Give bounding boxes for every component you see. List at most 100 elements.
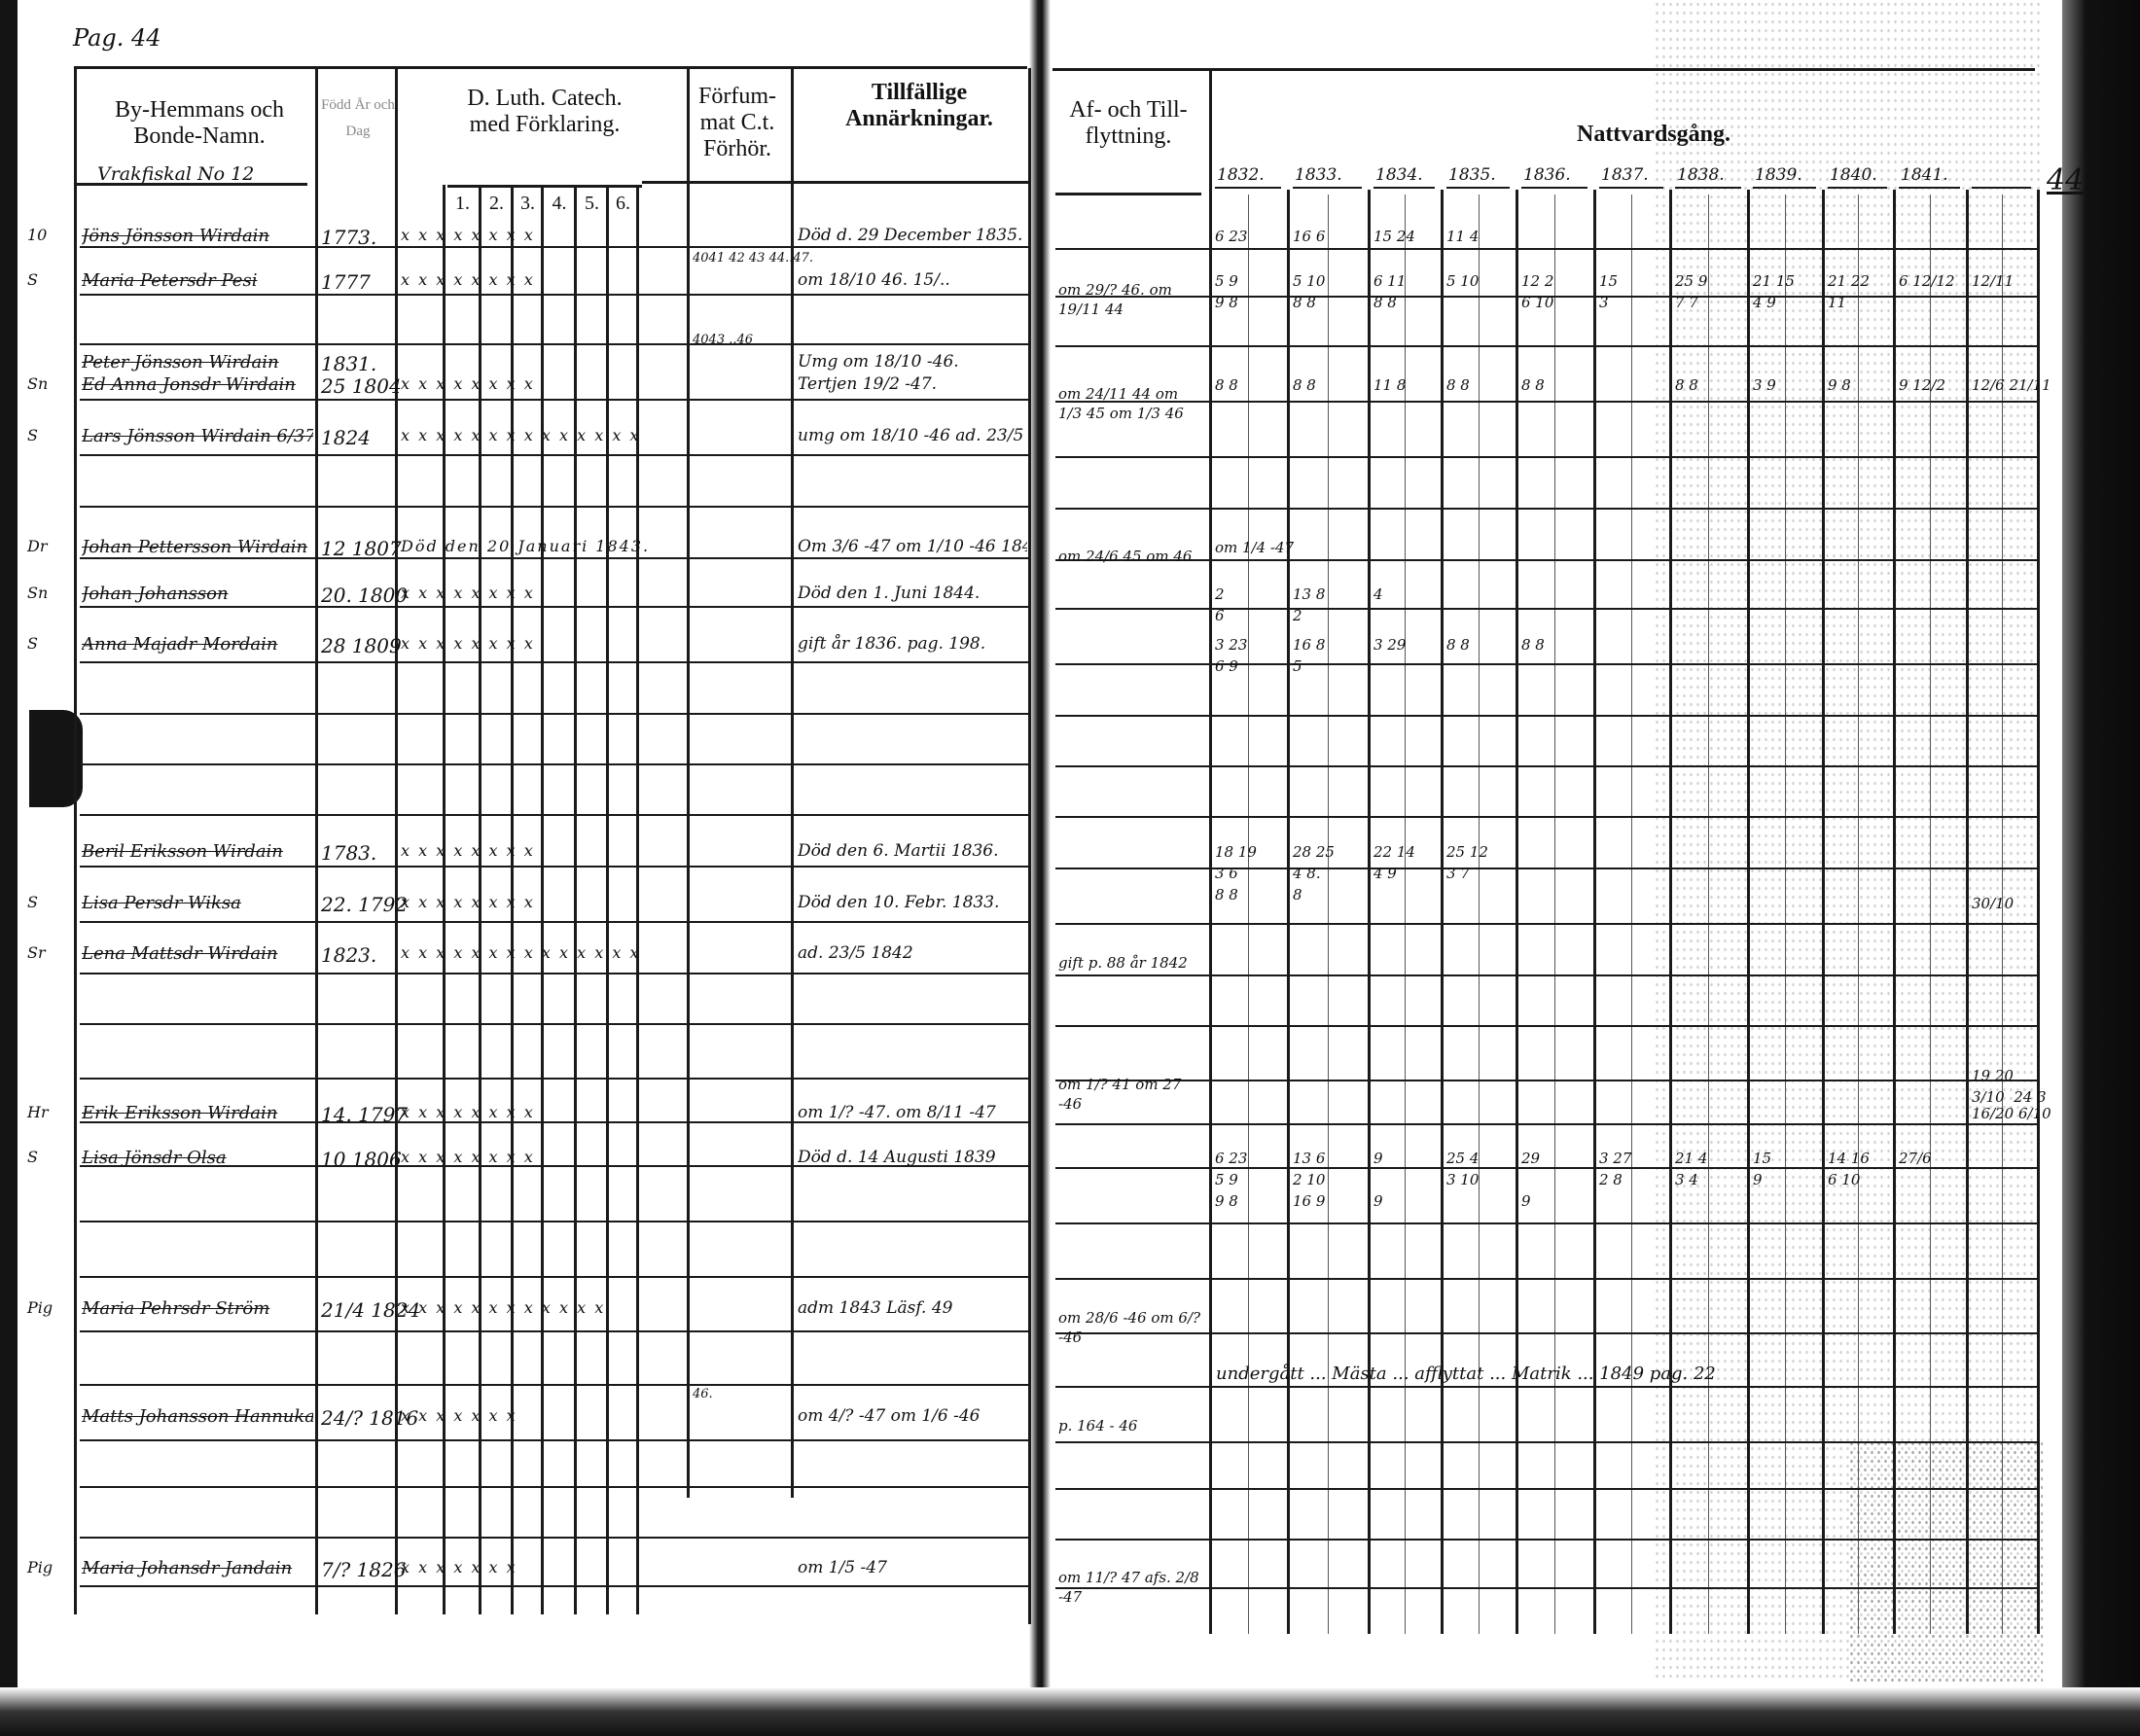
row-marker: S <box>27 893 38 911</box>
column-rule <box>395 68 398 1614</box>
row-marker: Dr <box>27 537 48 555</box>
year-underline <box>1293 187 1362 189</box>
birth-date: 24/? 1816 <box>321 1406 419 1430</box>
section-label: Vrakfiskal No 12 <box>97 163 255 185</box>
row-rule-right <box>1055 1025 2038 1027</box>
row-rule-right <box>1055 1222 2038 1224</box>
row-rule <box>80 1078 1028 1080</box>
row-marker: Hr <box>27 1103 49 1121</box>
row-rule-right <box>1055 1441 2038 1443</box>
year-underline <box>1446 187 1510 189</box>
birth-date: 28 1809 <box>321 634 402 657</box>
row-rule-right <box>1055 608 2038 610</box>
header-moves: Af- och Till-flyttning. <box>1069 97 1188 149</box>
communion-entry: 15 24 <box>1373 228 1415 245</box>
header-top-rule-right <box>1052 68 2035 71</box>
page-number: 44 <box>2047 163 2085 197</box>
communion-entry: 21 4 3 4 <box>1675 1150 1708 1188</box>
row-marker: Sn <box>27 374 49 393</box>
communion-entry: 22 14 4 9 <box>1373 843 1415 882</box>
catechism-part-1: 1. <box>455 193 470 214</box>
communion-entry: 13 6 2 10 16 9 <box>1293 1150 1326 1210</box>
row-rule-right <box>1055 974 2038 976</box>
column-rule <box>1747 190 1750 1634</box>
catechism-part-2: 2. <box>489 193 504 214</box>
remark: gift år 1836. pag. 198. <box>798 634 986 654</box>
row-rule <box>80 454 1028 456</box>
column-rule <box>1593 190 1596 1634</box>
catechism-marks: x x x x x x x x <box>401 841 535 860</box>
row-rule-right <box>1055 1123 2038 1125</box>
communion-entry: om 1/4 -47 <box>1215 539 1295 556</box>
row-rule-right <box>1055 765 2038 767</box>
row-marker: Pig <box>27 1298 54 1317</box>
person-name: Lars Jönsson Wirdain 6/37 <box>82 426 313 446</box>
catechism-marks: x x x x x x x x x x x x <box>401 1298 606 1317</box>
communion-entry: 16 8 5 <box>1293 636 1326 675</box>
communion-entry: 9 8 <box>1828 376 1851 394</box>
column-subrule <box>1631 195 1632 1634</box>
catechism-marks: x x x x x x x x <box>401 584 535 602</box>
catechism-marks: x x x x x x x x <box>401 226 535 244</box>
year-header: 1837. <box>1601 165 1649 185</box>
communion-entry: 5 10 8 8 <box>1293 272 1326 311</box>
column-subrule <box>1858 195 1859 1634</box>
header-examined: Förfum-mat C.t. Förhör. <box>698 84 776 161</box>
communion-entry: 3 23 6 9 <box>1215 636 1248 675</box>
communion-entry: 19 20 3/10 24 3 <box>1972 1067 2047 1106</box>
move-note: p. 164 - 46 <box>1058 1417 1138 1435</box>
communion-entry: 14 16 6 10 <box>1828 1150 1870 1188</box>
communion-entry: 28 25 4 8. 8 <box>1293 843 1335 903</box>
birth-date: 1824 <box>321 426 371 449</box>
communion-entry: 8 8 <box>1446 376 1470 394</box>
header-name: By-Hemmans och Bonde-Namn. <box>115 97 284 149</box>
row-rule <box>80 1165 1028 1167</box>
birth-date: 1773. <box>321 226 377 249</box>
row-rule <box>80 1585 1028 1587</box>
catechism-part-4: 4. <box>552 193 567 214</box>
communion-entry: 8 8 <box>1675 376 1698 394</box>
column-rule <box>1966 190 1969 1634</box>
row-rule <box>80 1384 1028 1386</box>
person-name: Ed Anna Jonsdr Wirdain <box>82 374 296 395</box>
column-rule <box>541 185 544 1614</box>
communion-entry: 8 8 <box>1293 376 1316 394</box>
row-rule-right <box>1055 1488 2038 1490</box>
row-rule-right <box>1055 456 2038 458</box>
move-note: om 28/6 -46 om 6/? -46 <box>1058 1309 1201 1346</box>
remark: ad. 23/5 1842 <box>798 943 913 963</box>
examined-years: 4041 42 43 44..47. <box>693 251 814 266</box>
communion-entry: 5 10 <box>1446 272 1480 290</box>
column-subrule <box>1405 195 1406 1634</box>
column-rule <box>74 68 77 1614</box>
birth-date: 10 1806 <box>321 1148 402 1171</box>
column-rule <box>479 185 482 1614</box>
column-rule <box>1209 70 1212 1634</box>
header-bottom-rule <box>642 181 1031 184</box>
communion-entry: 8 8 <box>1446 636 1470 654</box>
year-underline <box>1972 187 2031 189</box>
remark: Död den 6. Martii 1836. <box>798 841 999 861</box>
move-note: om 29/? 46. om 19/11 44 <box>1058 281 1172 318</box>
column-subrule <box>1479 195 1480 1634</box>
row-rule-right <box>1055 663 2038 665</box>
communion-entry: 6 12/12 <box>1899 272 1955 290</box>
birth-date: 12 1807 <box>321 537 402 560</box>
remark: umg om 18/10 -46 ad. 23/5 1842 <box>798 426 1027 445</box>
row-rule-right <box>1055 1386 2038 1388</box>
communion-entry: 3 29 <box>1373 636 1407 654</box>
column-rule <box>606 185 609 1614</box>
row-rule <box>80 661 1028 663</box>
person-name: Johan Pettersson Wirdain <box>82 537 308 557</box>
communion-entry: 21 15 4 9 <box>1753 272 1795 311</box>
header-bottom-rule <box>74 183 307 186</box>
remark: Död d. 29 December 1835. <box>798 226 1023 245</box>
remark: Umg om 18/10 -46. <box>798 352 959 372</box>
communion-entry: 9 9 <box>1373 1150 1383 1210</box>
row-marker: S <box>27 426 38 444</box>
catechism-marks: x x x x x x x <box>401 1406 517 1425</box>
remark: om 18/10 46. 15/.. <box>798 270 950 290</box>
birth-date: 1777 <box>321 270 371 294</box>
communion-entry: 3 27 2 8 <box>1599 1150 1632 1188</box>
row-rule <box>80 713 1028 715</box>
